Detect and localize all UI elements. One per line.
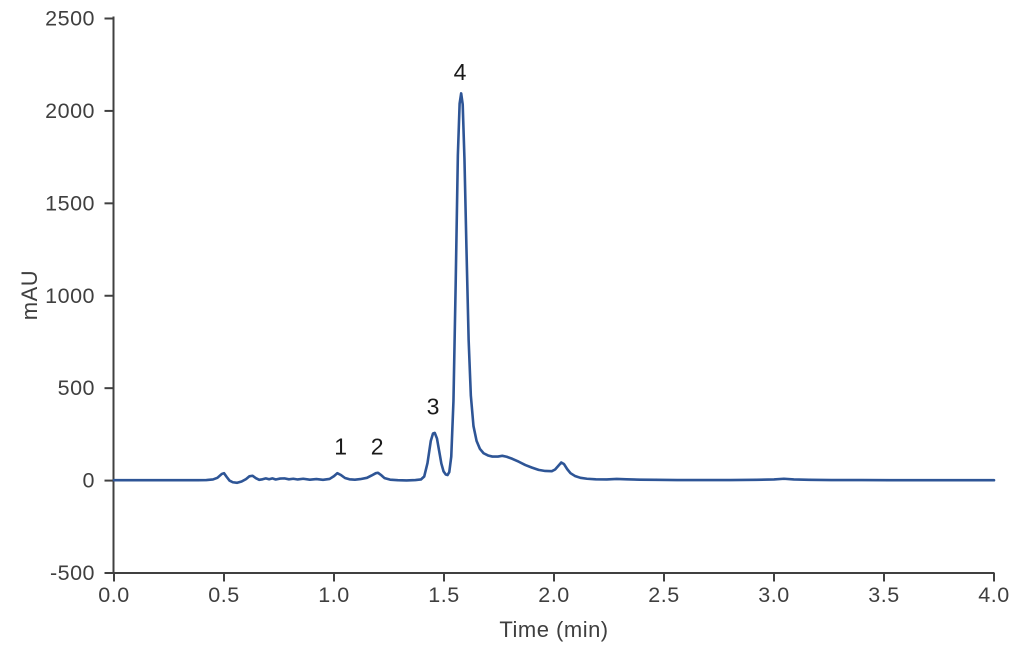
y-tick-label: 2500 [45, 7, 95, 31]
y-tick-label: 1500 [45, 191, 95, 215]
y-tick-label: 2000 [45, 99, 95, 123]
peak-label-1: 1 [334, 433, 347, 459]
x-tick-label: 1.5 [428, 583, 459, 607]
peak-label-2: 2 [371, 433, 384, 459]
peak-label-4: 4 [454, 59, 467, 85]
peak-label-3: 3 [427, 394, 440, 420]
x-tick-label: 3.0 [758, 583, 789, 607]
x-tick-label: 0.0 [98, 583, 129, 607]
x-tick-label: 2.5 [648, 583, 679, 607]
x-axis-title: Time (min) [499, 617, 609, 642]
y-tick-label: -500 [50, 561, 95, 585]
y-axis-title: mAU [17, 269, 42, 321]
signal-trace [112, 92, 996, 485]
x-tick-label: 2.0 [538, 583, 569, 607]
x-tick-label: 4.0 [978, 583, 1009, 607]
y-tick-label: 1000 [45, 284, 95, 308]
x-tick-label: 1.0 [318, 583, 349, 607]
x-tick-label: 3.5 [868, 583, 899, 607]
x-tick-label: 0.5 [208, 583, 239, 607]
y-tick-label: 500 [58, 376, 95, 400]
y-tick-label: 0 [83, 469, 95, 493]
